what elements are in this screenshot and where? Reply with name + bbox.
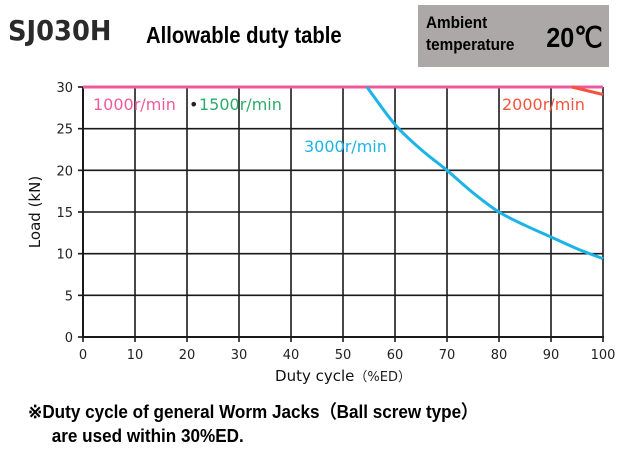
x-tick-label: 70 xyxy=(439,348,456,363)
y-tick-label: 30 xyxy=(56,81,73,96)
x-tick-label: 50 xyxy=(335,348,352,363)
grid xyxy=(83,86,604,337)
x-tick-label: 100 xyxy=(591,348,616,363)
axes xyxy=(78,86,604,342)
x-tick-label: 20 xyxy=(179,348,196,363)
x-tick-label: 60 xyxy=(387,348,404,363)
y-tick-label: 10 xyxy=(56,248,73,263)
x-tick-label: 30 xyxy=(231,348,248,363)
series-label-3000: 3000r/min xyxy=(304,137,387,156)
series-lines xyxy=(83,85,604,261)
x-tick-label: 0 xyxy=(79,348,87,363)
x-tick-label: 80 xyxy=(491,348,508,363)
x-axis-unit: （%ED） xyxy=(354,370,411,385)
y-tick-label: 15 xyxy=(56,206,73,221)
x-tick-label: 40 xyxy=(283,348,300,363)
y-tick-label: 5 xyxy=(65,289,73,304)
ambient-value: 20℃ xyxy=(546,22,603,53)
x-axis-title-text: Duty cycle xyxy=(275,367,354,385)
ambient-label: Ambient temperature xyxy=(426,12,514,56)
ambient-temperature-box: Ambient temperature 20℃ xyxy=(418,5,609,67)
model-name: SJ030H xyxy=(8,14,112,47)
duty-chart: 0 10 20 30 40 50 60 70 80 90 100 0 5 10 15 20 25 30 Load … xyxy=(26,81,615,385)
footnote-line1: ※Duty cycle of general Worm Jacks（Ball s… xyxy=(28,402,479,422)
tick-labels: 0 10 20 30 40 50 60 70 80 90 100 0 5 10 15 20 25 30 xyxy=(56,81,615,363)
ambient-label-line1: Ambient xyxy=(426,13,488,32)
y-tick-label: 0 xyxy=(65,331,73,346)
series-line-2000rmin xyxy=(571,85,604,96)
chart-title: Allowable duty table xyxy=(146,22,342,48)
y-tick-label: 25 xyxy=(56,123,73,138)
x-tick-label: 10 xyxy=(127,348,144,363)
series-label-1500: 1500r/min xyxy=(199,95,282,114)
series-label-separator: • xyxy=(189,95,198,114)
footnote-line2: are used within 30%ED. xyxy=(51,426,244,446)
footnote: ※Duty cycle of general Worm Jacks（Ball s… xyxy=(28,400,478,448)
ambient-label-line2: temperature xyxy=(426,35,515,54)
y-tick-label: 20 xyxy=(56,164,73,179)
series-line-3000rmin xyxy=(365,86,604,261)
series-label-1000: 1000r/min xyxy=(93,95,176,114)
series-label-2000: 2000r/min xyxy=(502,95,585,114)
x-tick-label: 90 xyxy=(543,348,560,363)
y-axis-title: Load (kN) xyxy=(26,176,44,248)
x-axis-title: Duty cycle（%ED） xyxy=(275,367,411,385)
